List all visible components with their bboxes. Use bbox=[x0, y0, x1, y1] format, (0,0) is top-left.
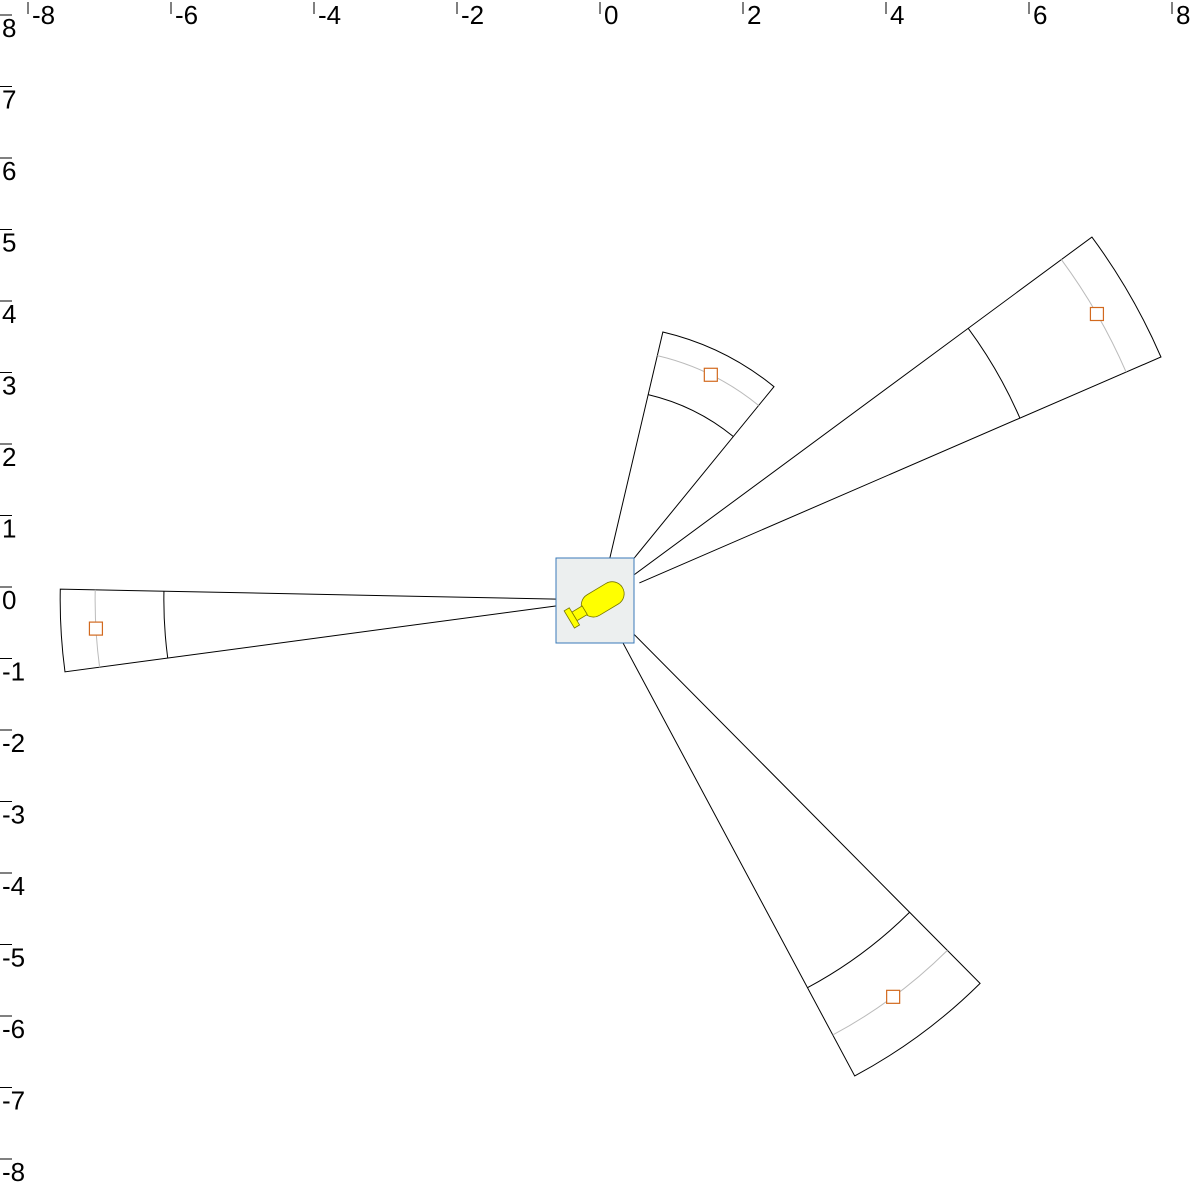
sector-outline bbox=[619, 630, 981, 1077]
y-tick-label: -3 bbox=[2, 800, 25, 830]
sector-inner-arc bbox=[967, 328, 1021, 419]
x-tick-label: 2 bbox=[747, 0, 761, 30]
y-tick-label: -4 bbox=[2, 871, 25, 901]
sector-outline bbox=[634, 236, 1162, 584]
x-tick-label: 0 bbox=[604, 0, 618, 30]
y-tick-label: 3 bbox=[2, 371, 16, 401]
sensor-sector-north[interactable] bbox=[609, 331, 775, 568]
y-tick-label: 5 bbox=[2, 228, 16, 258]
y-tick-label: 4 bbox=[2, 299, 16, 329]
x-tick-label: -2 bbox=[461, 0, 484, 30]
y-tick-label: 6 bbox=[2, 156, 16, 186]
y-axis: 8 7 6 5 4 3 2 1 0 -1 -2 -3 -4 -5 -6 -7 -8 bbox=[0, 13, 25, 1187]
y-tick-label: -8 bbox=[2, 1157, 25, 1187]
sector-inner-arc bbox=[163, 591, 169, 659]
center-sensor[interactable] bbox=[555, 557, 635, 644]
y-tick-label: -5 bbox=[2, 943, 25, 973]
y-tick-label: 0 bbox=[2, 585, 16, 615]
square-marker-icon[interactable] bbox=[88, 621, 104, 636]
x-axis: -8 -6 -4 -2 0 2 4 6 8 bbox=[27, 0, 1190, 30]
sector-outline bbox=[59, 588, 558, 673]
sector-outline bbox=[609, 331, 775, 568]
sensor-sector-northeast[interactable] bbox=[634, 236, 1162, 584]
x-tick-label: 8 bbox=[1176, 0, 1190, 30]
square-marker-icon[interactable] bbox=[1089, 306, 1105, 322]
sensor-sectors bbox=[59, 236, 1162, 1077]
sector-inner-arc bbox=[807, 911, 910, 989]
x-tick-label: -8 bbox=[32, 0, 55, 30]
y-tick-label: 2 bbox=[2, 442, 16, 472]
x-tick-label: 6 bbox=[1033, 0, 1047, 30]
square-marker-icon[interactable] bbox=[886, 989, 901, 1004]
y-tick-label: -2 bbox=[2, 728, 25, 758]
y-tick-label: 8 bbox=[2, 13, 16, 43]
y-tick-label: -1 bbox=[2, 657, 25, 687]
y-tick-label: -7 bbox=[2, 1086, 25, 1116]
y-tick-label: -6 bbox=[2, 1014, 25, 1044]
x-tick-label: -6 bbox=[175, 0, 198, 30]
sector-inner-arc bbox=[648, 394, 734, 437]
bottle-sensor-icon bbox=[563, 581, 625, 629]
sensor-sector-west[interactable] bbox=[59, 588, 558, 673]
square-marker-icon[interactable] bbox=[703, 367, 718, 382]
y-tick-label: 7 bbox=[2, 85, 16, 115]
x-tick-label: -4 bbox=[318, 0, 341, 30]
x-tick-label: 4 bbox=[890, 0, 904, 30]
sensor-sector-southeast[interactable] bbox=[619, 630, 981, 1077]
y-tick-label: 1 bbox=[2, 514, 16, 544]
